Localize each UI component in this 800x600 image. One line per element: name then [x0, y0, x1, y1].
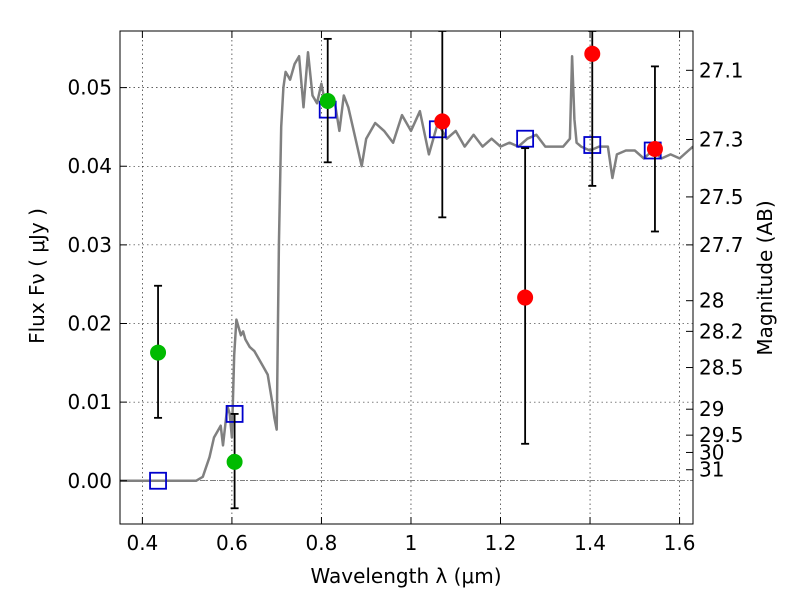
x-axis-label: Wavelength λ (μm)	[310, 564, 501, 588]
observed-point	[584, 45, 601, 62]
y-axis-label: Flux Fν ( μJy )	[25, 208, 49, 344]
y2-tick-label: 29	[699, 397, 724, 421]
observed-point	[150, 344, 167, 361]
y2-tick-label: 27.1	[699, 58, 744, 82]
y2-axis-label: Magnitude (AB)	[753, 200, 777, 355]
y2-tick-label: 28.5	[699, 356, 744, 380]
y-tick-label: 0.01	[67, 390, 112, 414]
y2-tick-label: 27.3	[699, 128, 744, 152]
y2-tick-label: 29.5	[699, 423, 744, 447]
x-tick-label: 1.6	[664, 531, 696, 555]
x-tick-label: 1	[405, 531, 418, 555]
y2-tick-label: 28.2	[699, 319, 744, 343]
y2-tick-label: 27.7	[699, 233, 744, 257]
y2-tick-label: 31	[699, 458, 724, 482]
x-tick-label: 0.4	[126, 531, 158, 555]
x-tick-label: 0.8	[306, 531, 338, 555]
x-tick-label: 0.6	[216, 531, 248, 555]
spectrum-line	[120, 50, 693, 483]
y-tick-label: 0.02	[67, 311, 112, 335]
series-observed-red	[434, 31, 663, 445]
tick-marks	[120, 31, 693, 524]
observed-point	[517, 289, 534, 306]
x-tick-label: 1.2	[485, 531, 517, 555]
y-tick-label: 0.04	[67, 154, 112, 178]
observed-point	[319, 92, 336, 109]
observed-point	[646, 140, 663, 157]
series-model-spectrum	[120, 50, 693, 483]
y-tick-label: 0.00	[67, 469, 112, 493]
y2-tick-label: 27.5	[699, 185, 744, 209]
observed-point	[226, 453, 243, 470]
y-tick-label: 0.05	[67, 76, 112, 100]
grid	[120, 31, 693, 524]
observed-point	[434, 113, 451, 130]
plot-frame	[119, 30, 694, 525]
model-point	[516, 129, 535, 148]
x-tick-label: 1.4	[574, 531, 606, 555]
y2-tick-label: 28	[699, 289, 724, 313]
y2-tick-label: 30	[699, 440, 724, 464]
series-observed-green	[150, 37, 336, 510]
tick-labels: 0.4 0.6 0.8 1 1.2 1.4 1.6 0.00 0.01 0.02 0.03 0.04 0…	[67, 58, 743, 555]
y-tick-label: 0.03	[67, 233, 112, 257]
model-point	[149, 471, 167, 490]
series-model-photometry	[149, 100, 662, 490]
series-layer	[120, 31, 693, 510]
